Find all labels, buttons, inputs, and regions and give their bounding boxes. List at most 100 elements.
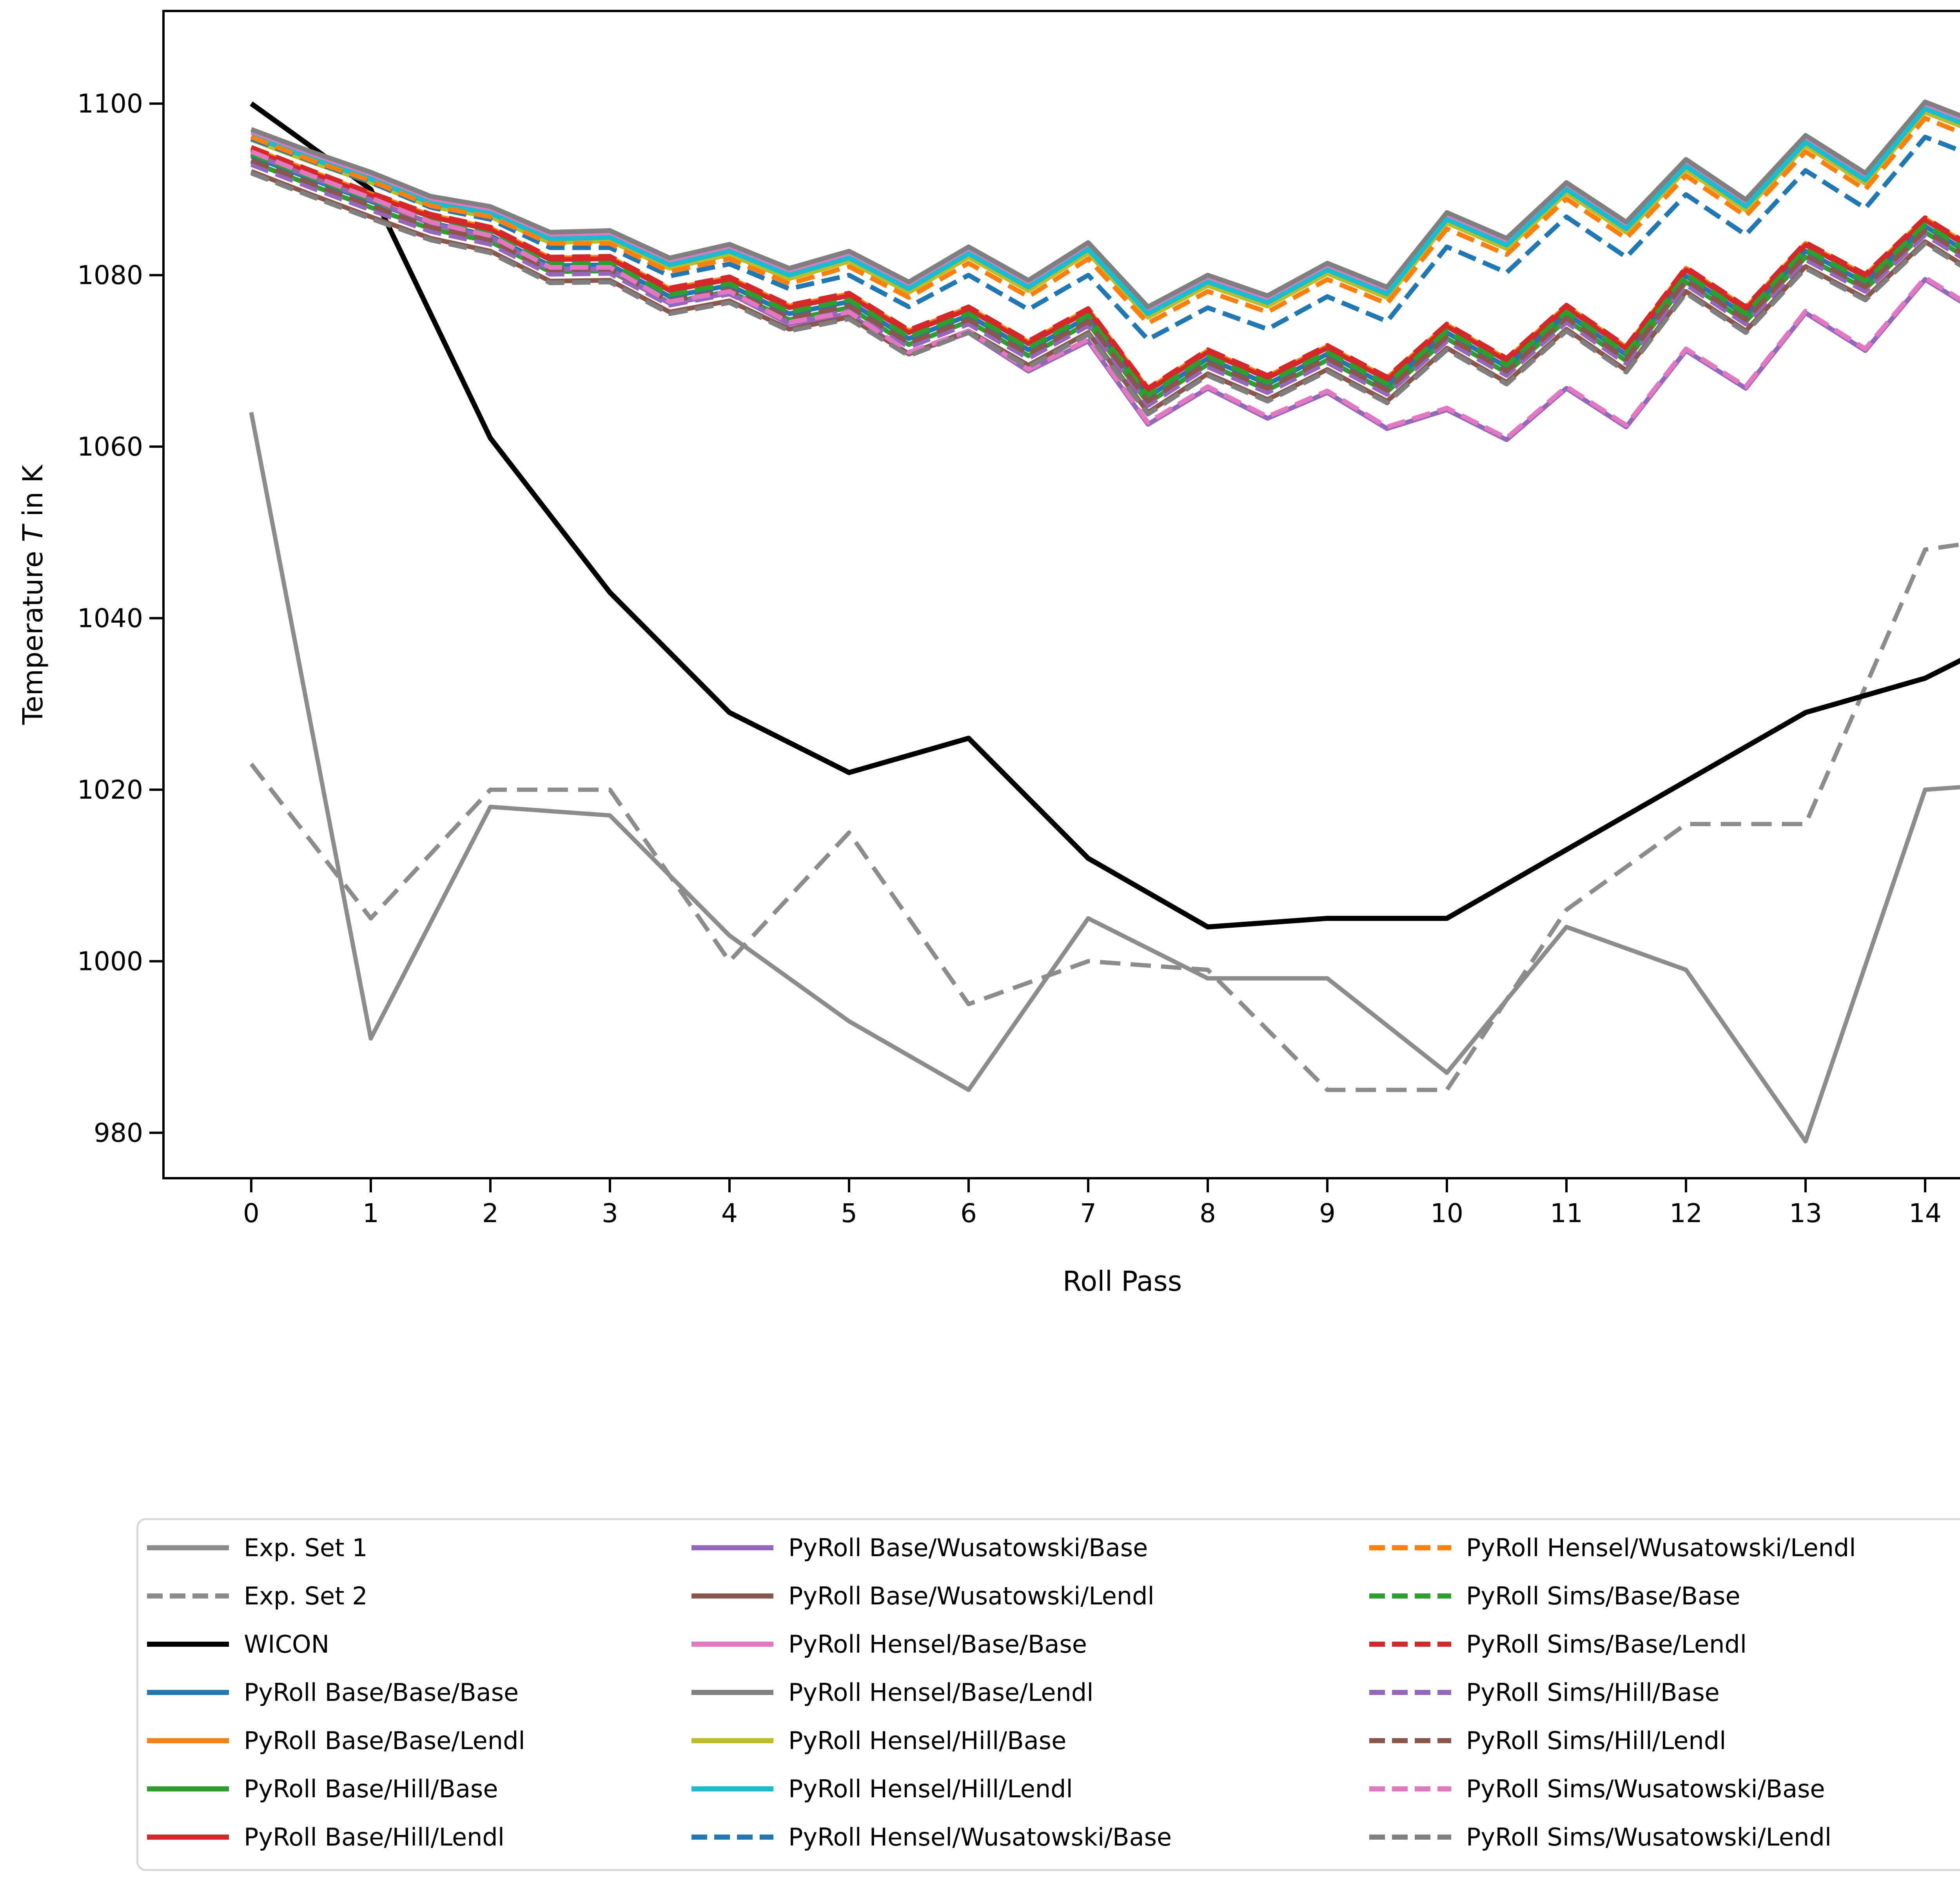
legend-box: Exp. Set 1 Exp. Set 2 WICON PyRoll Base/Bas…: [136, 1518, 1960, 1871]
axes-group: 0123456789101112131415980100010201040106…: [77, 10, 1960, 1228]
legend-swatch-pyroll-base-base-lendl: [147, 1738, 229, 1743]
series-line-pyroll-sims-hill-base: [250, 162, 1960, 408]
x-tick-label: 1: [363, 1198, 379, 1228]
legend-item-exp-set-1: Exp. Set 1: [147, 1524, 525, 1572]
legend-item-pyroll-base-base-lendl: PyRoll Base/Base/Lendl: [147, 1717, 525, 1765]
legend-item-pyroll-base-base-base: PyRoll Base/Base/Base: [147, 1668, 525, 1717]
legend-item-pyroll-base-hill-lendl: PyRoll Base/Hill/Lendl: [147, 1813, 525, 1861]
legend-swatch-pyroll-sims-hill-lendl: [1369, 1738, 1451, 1743]
x-tick-label: 14: [1909, 1198, 1942, 1228]
legend-swatch-pyroll-sims-wusatowski-lendl: [1369, 1835, 1451, 1840]
y-tick-label: 1000: [77, 946, 143, 977]
series-line-wicon: [250, 101, 1960, 930]
series-line-exp-set-2: [249, 542, 1960, 1092]
legend-item-pyroll-sims-base-base: PyRoll Sims/Base/Base: [1369, 1572, 1856, 1620]
y-tick-label: 980: [94, 1118, 143, 1148]
x-tick-label: 6: [960, 1198, 977, 1228]
series-group: [249, 99, 1960, 1144]
legend-item-pyroll-hensel-wusatowski-lendl: PyRoll Hensel/Wusatowski/Lendl: [1369, 1524, 1856, 1572]
legend-label-pyroll-sims-hill-lendl: PyRoll Sims/Hill/Lendl: [1466, 1726, 1726, 1755]
x-tick-label: 2: [482, 1198, 499, 1228]
series-line-pyroll-sims-hill-lendl: [250, 158, 1960, 404]
plot-frame: [162, 10, 1960, 1179]
series-line-pyroll-hensel-base-base: [250, 102, 1960, 312]
legend-item-pyroll-hensel-wusatowski-base: PyRoll Hensel/Wusatowski/Base: [691, 1813, 1172, 1861]
legend-label-pyroll-hensel-base-base: PyRoll Hensel/Base/Base: [788, 1630, 1087, 1659]
legend-item-wicon: WICON: [147, 1620, 525, 1668]
y-tick-label: 1020: [77, 775, 143, 805]
legend-swatch-pyroll-sims-base-base: [1369, 1593, 1451, 1599]
legend-swatch-pyroll-sims-base-lendl: [1369, 1642, 1451, 1647]
legend-swatch-pyroll-hensel-base-lendl: [691, 1690, 773, 1695]
legend-swatch-wicon: [147, 1642, 229, 1647]
legend-item-pyroll-base-wusatowski-lendl: PyRoll Base/Wusatowski/Lendl: [691, 1572, 1172, 1620]
legend-label-pyroll-base-hill-lendl: PyRoll Base/Hill/Lendl: [244, 1823, 505, 1851]
legend-column-1: Exp. Set 1 Exp. Set 2 WICON PyRoll Base/Bas…: [147, 1524, 525, 1861]
y-tick-label: 1060: [77, 432, 143, 462]
x-tick-label: 13: [1789, 1198, 1822, 1228]
legend-label-pyroll-sims-hill-base: PyRoll Sims/Hill/Base: [1466, 1678, 1720, 1707]
legend-item-pyroll-hensel-base-base: PyRoll Hensel/Base/Base: [691, 1620, 1172, 1668]
series-line-pyroll-sims-wusatowski-base: [250, 149, 1960, 441]
x-axis-label: Roll Pass: [1063, 1265, 1182, 1297]
legend-swatch-pyroll-base-hill-lendl: [147, 1835, 229, 1840]
legend-label-pyroll-sims-wusatowski-lendl: PyRoll Sims/Wusatowski/Lendl: [1466, 1823, 1832, 1851]
legend-swatch-pyroll-hensel-base-base: [691, 1642, 773, 1647]
legend-item-pyroll-base-wusatowski-base: PyRoll Base/Wusatowski/Base: [691, 1524, 1172, 1572]
legend-label-pyroll-hensel-wusatowski-lendl: PyRoll Hensel/Wusatowski/Lendl: [1466, 1533, 1856, 1562]
legend-label-pyroll-hensel-hill-base: PyRoll Hensel/Hill/Base: [788, 1726, 1067, 1755]
y-axis-label: Temperature T in K: [17, 464, 49, 725]
legend-label-pyroll-base-base-lendl: PyRoll Base/Base/Lendl: [244, 1726, 525, 1755]
legend-item-exp-set-2: Exp. Set 2: [147, 1572, 525, 1620]
legend-item-pyroll-hensel-base-lendl: PyRoll Hensel/Base/Lendl: [691, 1668, 1172, 1717]
legend-item-pyroll-sims-hill-lendl: PyRoll Sims/Hill/Lendl: [1369, 1717, 1856, 1765]
legend-swatch-pyroll-base-base-base: [147, 1690, 229, 1695]
series-line-pyroll-base-hill-lendl: [250, 147, 1960, 393]
x-tick-label: 9: [1319, 1198, 1336, 1228]
legend-item-pyroll-hensel-hill-lendl: PyRoll Hensel/Hill/Lendl: [691, 1765, 1172, 1813]
legend-item-pyroll-base-hill-base: PyRoll Base/Hill/Base: [147, 1765, 525, 1813]
legend-label-exp-set-2: Exp. Set 2: [244, 1582, 368, 1610]
x-tick-label: 8: [1200, 1198, 1216, 1228]
legend-swatch-exp-set-2: [147, 1593, 229, 1599]
legend-column-2: PyRoll Base/Wusatowski/Base PyRoll Base/W…: [691, 1524, 1172, 1861]
series-line-pyroll-sims-base-base: [250, 152, 1960, 398]
legend-label-pyroll-base-base-base: PyRoll Base/Base/Base: [244, 1678, 519, 1707]
legend-column-3: PyRoll Hensel/Wusatowski/Lendl PyRoll Sim…: [1369, 1524, 1856, 1861]
legend-swatch-pyroll-base-wusatowski-lendl: [691, 1593, 773, 1599]
legend-swatch-pyroll-hensel-hill-base: [691, 1738, 773, 1743]
legend-item-pyroll-sims-wusatowski-base: PyRoll Sims/Wusatowski/Base: [1369, 1765, 1856, 1813]
legend-swatch-pyroll-hensel-wusatowski-base: [691, 1835, 773, 1840]
series-line-pyroll-sims-base-lendl: [250, 145, 1960, 391]
x-tick-label: 3: [602, 1198, 618, 1228]
x-tick-label: 12: [1670, 1198, 1702, 1228]
legend-swatch-exp-set-1: [147, 1545, 229, 1550]
legend-label-pyroll-sims-base-lendl: PyRoll Sims/Base/Lendl: [1466, 1630, 1747, 1659]
legend-label-pyroll-hensel-hill-lendl: PyRoll Hensel/Hill/Lendl: [788, 1775, 1073, 1803]
series-line-pyroll-sims-wusatowski-lendl: [250, 171, 1960, 417]
legend-swatch-pyroll-sims-wusatowski-base: [1369, 1786, 1451, 1791]
series-line-exp-set-1: [249, 412, 1960, 1144]
series-line-pyroll-hensel-wusatowski-base: [250, 134, 1960, 342]
legend-swatch-pyroll-base-wusatowski-base: [691, 1545, 773, 1550]
legend-swatch-pyroll-hensel-wusatowski-lendl: [1369, 1545, 1451, 1550]
legend-label-pyroll-sims-base-base: PyRoll Sims/Base/Base: [1466, 1582, 1740, 1610]
x-tick-label: 11: [1550, 1198, 1583, 1228]
series-line-pyroll-hensel-wusatowski-lendl: [250, 116, 1960, 326]
x-tick-label: 4: [721, 1198, 738, 1228]
legend-label-pyroll-hensel-base-lendl: PyRoll Hensel/Base/Lendl: [788, 1678, 1094, 1707]
legend-swatch-pyroll-hensel-hill-lendl: [691, 1786, 773, 1791]
x-tick-label: 10: [1430, 1198, 1463, 1228]
legend-label-pyroll-base-wusatowski-lendl: PyRoll Base/Wusatowski/Lendl: [788, 1582, 1154, 1610]
legend-item-pyroll-sims-base-lendl: PyRoll Sims/Base/Lendl: [1369, 1620, 1856, 1668]
legend-item-pyroll-hensel-hill-base: PyRoll Hensel/Hill/Base: [691, 1717, 1172, 1765]
legend-label-pyroll-hensel-wusatowski-base: PyRoll Hensel/Wusatowski/Base: [788, 1823, 1172, 1851]
series-line-pyroll-hensel-base-lendl: [250, 99, 1960, 309]
y-tick-label: 1080: [77, 260, 143, 291]
y-tick-label: 1040: [77, 603, 143, 634]
legend-label-pyroll-base-hill-base: PyRoll Base/Hill/Base: [244, 1775, 498, 1803]
x-tick-label: 0: [243, 1198, 260, 1228]
y-tick-label: 1100: [77, 89, 143, 119]
